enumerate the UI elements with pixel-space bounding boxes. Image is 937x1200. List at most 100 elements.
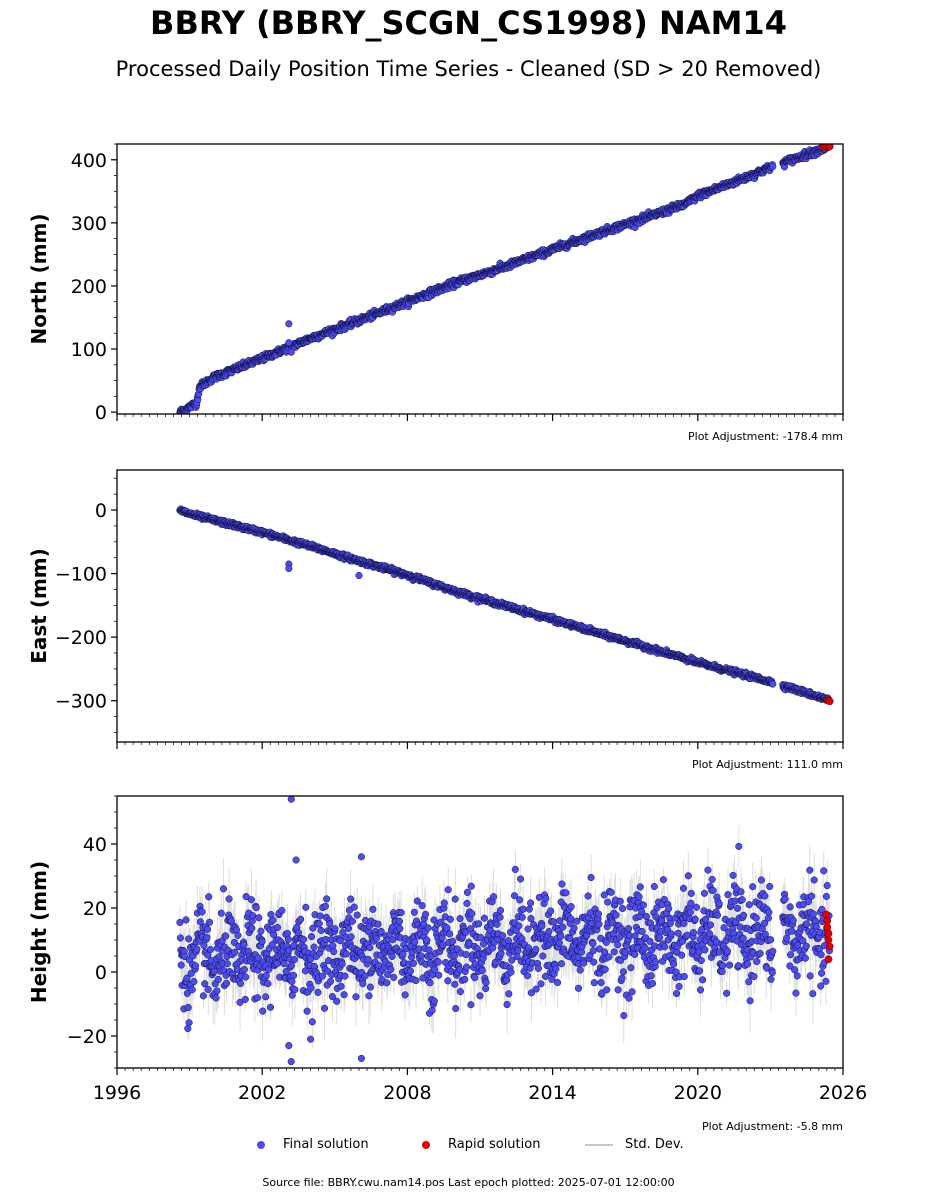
final-point <box>769 680 777 688</box>
final-point <box>268 941 276 949</box>
y-axis-label: East (mm) <box>27 548 51 664</box>
rapid-point <box>825 144 834 151</box>
final-point <box>300 935 308 943</box>
final-point <box>236 998 244 1006</box>
final-point <box>190 977 198 986</box>
final-point <box>255 914 263 922</box>
final-point <box>294 929 302 937</box>
final-point <box>252 904 260 912</box>
final-point <box>273 923 282 932</box>
final-point <box>302 903 310 911</box>
final-point <box>287 962 295 970</box>
final-point <box>297 915 305 923</box>
final-point <box>248 924 256 932</box>
final-point <box>188 986 196 994</box>
plot-adjustment-note: Plot Adjustment: 111.0 mm <box>692 758 843 771</box>
final-point <box>278 906 286 915</box>
final-point <box>205 893 213 901</box>
final-point <box>212 994 220 1002</box>
panel-2: 0 −100 −200 −300 East (mm) Plot Adjustment: 1… <box>27 469 844 771</box>
final-point <box>210 967 218 976</box>
chart-title: BBRY (BBRY_SCGN_CS1998) NAM14 <box>150 4 787 42</box>
final-point <box>205 918 214 926</box>
chart-subtitle: Processed Daily Position Time Series - C… <box>115 57 822 81</box>
final-solution-series <box>176 505 833 704</box>
final-point <box>234 931 242 939</box>
y-tick-label: 400 <box>71 150 107 172</box>
plot-area <box>176 505 834 706</box>
final-point <box>283 929 292 937</box>
final-point <box>240 965 248 974</box>
final-point <box>291 986 299 994</box>
final-point-outlier <box>355 571 363 580</box>
final-point <box>219 885 228 893</box>
final-point-outlier <box>285 564 293 573</box>
final-point <box>183 989 191 997</box>
final-point <box>184 1024 192 1033</box>
plot-area <box>176 144 834 414</box>
final-point <box>222 979 231 987</box>
y-tick-label: −200 <box>55 627 107 649</box>
final-point <box>193 945 201 953</box>
final-point <box>262 972 270 980</box>
final-point <box>258 937 266 946</box>
y-tick-label: −300 <box>55 691 107 713</box>
y-tick-label: 0 <box>95 500 107 522</box>
final-point <box>307 984 315 992</box>
final-point <box>257 927 265 935</box>
rapid-solution-series <box>823 696 834 706</box>
y-tick-label: −100 <box>55 564 107 586</box>
final-point <box>223 960 231 968</box>
y-tick-label: 200 <box>71 276 107 298</box>
final-point <box>184 1003 192 1012</box>
final-point <box>254 954 262 962</box>
final-point <box>201 980 209 988</box>
final-point-outlier <box>285 320 293 328</box>
final-point <box>247 896 255 904</box>
final-point <box>176 934 184 942</box>
final-point-outlier <box>285 339 293 347</box>
final-point <box>266 1003 275 1011</box>
final-point <box>183 974 191 982</box>
final-point <box>214 975 222 984</box>
final-point <box>231 948 239 956</box>
final-point <box>240 941 248 949</box>
final-point <box>206 946 214 954</box>
panel-1: 0 100 200 300 400 North (mm) Plot Adjustment: … <box>27 143 844 443</box>
y-tick-label: 0 <box>95 402 107 424</box>
final-point <box>264 980 272 988</box>
final-point <box>204 985 212 994</box>
final-point <box>217 909 225 917</box>
final-point <box>273 960 281 968</box>
final-point <box>241 995 249 1003</box>
final-point <box>290 971 298 980</box>
final-point <box>307 933 316 941</box>
final-solution-series <box>176 796 833 1066</box>
final-point <box>185 1019 193 1027</box>
final-point <box>185 935 193 943</box>
final-point <box>769 162 777 171</box>
final-point <box>242 973 250 981</box>
final-point <box>225 895 233 903</box>
final-point <box>303 1007 311 1015</box>
final-point <box>203 933 211 941</box>
final-point <box>199 992 207 1000</box>
final-point <box>269 916 277 924</box>
final-point <box>262 993 270 1001</box>
axes-frame <box>116 469 844 743</box>
final-point <box>242 893 250 901</box>
final-point <box>213 987 221 995</box>
final-point <box>249 912 257 920</box>
final-point <box>236 979 245 988</box>
y-tick-label: 100 <box>71 339 107 361</box>
final-point <box>182 916 190 924</box>
final-point <box>181 952 189 961</box>
plot-adjustment-note: Plot Adjustment: -178.4 mm <box>688 430 843 443</box>
final-point <box>284 935 292 943</box>
plot-area <box>176 796 834 1066</box>
final-point <box>198 908 206 916</box>
final-point <box>288 977 296 985</box>
rapid-solution-series <box>819 144 834 152</box>
